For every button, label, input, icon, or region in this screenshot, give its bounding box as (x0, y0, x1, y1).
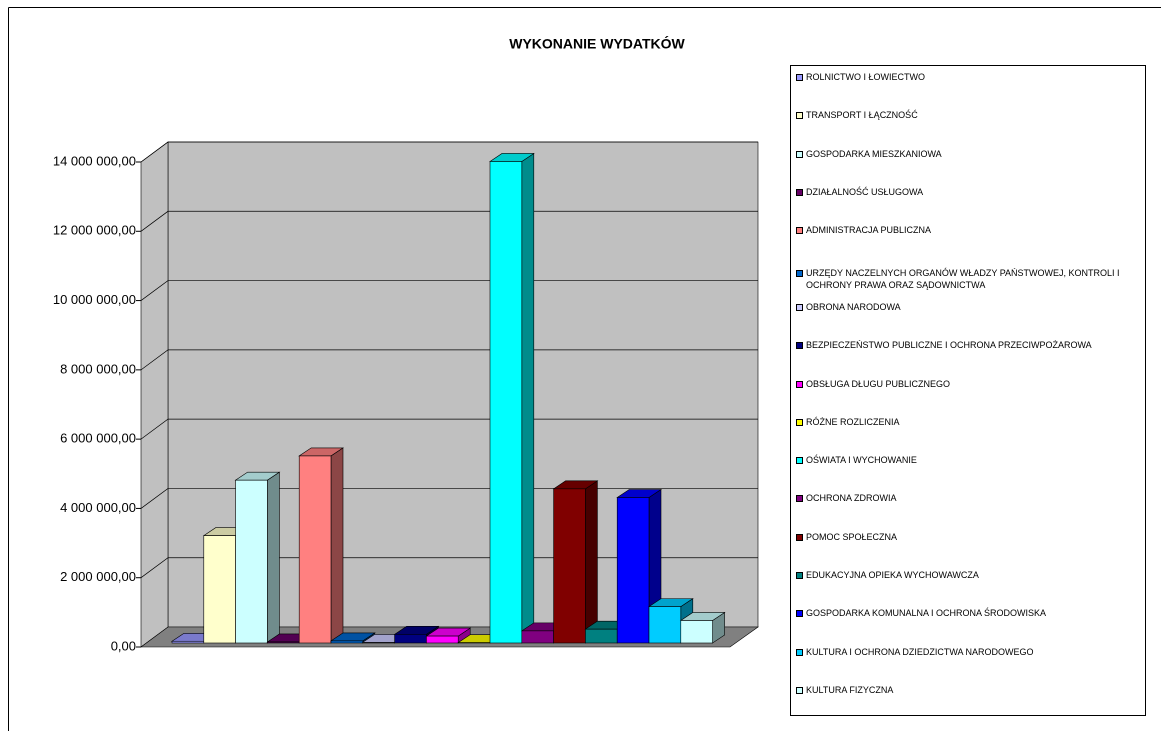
y-tick-label: 2 000 000,00 (60, 569, 136, 584)
y-tick-label: 4 000 000,00 (60, 500, 136, 515)
legend-label: OŚWIATA I WYCHOWANIE (806, 455, 917, 466)
legend-swatch (796, 572, 803, 580)
legend-label: ADMINISTRACJA PUBLICZNA (806, 225, 932, 236)
bar (426, 635, 459, 644)
legend-swatch (796, 610, 803, 618)
legend-swatch (796, 687, 803, 694)
legend-label: ROLNICTWO I ŁOWIECTWO (806, 72, 925, 82)
legend-swatch (796, 150, 803, 158)
legend-label: OBSŁUGA DŁUGU PUBLICZNEGO (806, 378, 951, 389)
bar (267, 641, 300, 644)
legend-swatch (796, 418, 803, 426)
legend-swatch (796, 112, 803, 120)
legend-item: KULTURA I OCHRONA DZIEDZICTWA NARODOWEGO (796, 646, 1141, 658)
legend-item: BEZPIECZEŃSTWO PUBLICZNE I OCHRONA PRZEC… (796, 339, 1141, 351)
legend-label: OCHRONA ZDROWIA (806, 493, 897, 504)
legend-label: KULTURA I OCHRONA DZIEDZICTWA NARODOWEGO (806, 646, 1034, 657)
legend-swatch (796, 188, 803, 196)
bar (521, 630, 554, 644)
legend-swatch (796, 648, 803, 656)
legend-item: OBSŁUGA DŁUGU PUBLICZNEGO (796, 378, 1141, 390)
legend-label: BEZPIECZEŃSTWO PUBLICZNE I OCHRONA PRZEC… (806, 340, 1092, 351)
bar (553, 488, 586, 644)
bar (330, 640, 364, 644)
legend-item: OŚWIATA I WYCHOWANIE (796, 454, 1141, 466)
legend-swatch (796, 342, 803, 350)
legend: ROLNICTWO I ŁOWIECTWO TRANSPORT I ŁĄCZNOŚ… (790, 65, 1146, 716)
legend-item: OCHRONA ZDROWIA (796, 492, 1141, 504)
grid-line (140, 418, 758, 440)
legend-item: ADMINISTRACJA PUBLICZNA (796, 224, 1141, 236)
bar (203, 535, 236, 644)
legend-label: DZIAŁALNOŚĆ USŁUGOWA (806, 186, 924, 197)
legend-label: POMOC SPOŁECZNA (806, 531, 898, 542)
legend-item: POMOC SPOŁECZNA (796, 531, 1141, 543)
grid-line (140, 280, 758, 301)
bar (648, 606, 682, 644)
y-tick-label: 12 000 000,00 (53, 223, 136, 238)
bar (616, 497, 650, 644)
legend-swatch (796, 533, 803, 541)
legend-label: URZĘDY NACZELNYCH ORGANÓW WŁADZY PAŃSTWO… (806, 267, 1120, 290)
legend-swatch (796, 380, 803, 388)
y-tick-label: 14 000 000,00 (53, 153, 136, 168)
bar (171, 640, 205, 644)
legend-label: KULTURA FIZYCZNA (806, 685, 894, 695)
bar (298, 455, 332, 644)
legend-label: OBRONA NARODOWA (806, 301, 901, 312)
legend-swatch (796, 495, 803, 503)
legend-swatch (796, 74, 803, 81)
bar (680, 620, 713, 644)
bar-side (330, 447, 344, 644)
bar (394, 634, 427, 644)
bar-side (585, 480, 598, 644)
legend-label: RÓŻNE ROZLICZENIA (806, 416, 900, 427)
legend-item: EDUKACYJNA OPIEKA WYCHOWAWCZA (796, 569, 1141, 581)
legend-swatch (796, 457, 803, 465)
legend-item: DZIAŁALNOŚĆ USŁUGOWA (796, 186, 1141, 198)
y-tick-label: 6 000 000,00 (60, 431, 136, 446)
bar-side (521, 152, 535, 644)
legend-item: RÓŻNE ROZLICZENIA (796, 416, 1141, 428)
legend-label: TRANSPORT I ŁĄCZNOŚĆ (806, 110, 918, 121)
legend-swatch (796, 227, 803, 235)
legend-swatch (796, 303, 803, 311)
legend-item: URZĘDY NACZELNYCH ORGANÓW WŁADZY PAŃSTWO… (796, 267, 1141, 291)
chart-title: WYKONANIE WYDATKÓW (509, 35, 685, 52)
legend-item: TRANSPORT I ŁĄCZNOŚĆ (796, 109, 1141, 121)
legend-item: GOSPODARKA MIESZKANIOWA (796, 148, 1141, 160)
bar-side (267, 471, 280, 644)
grid-line (140, 210, 758, 232)
legend-label: GOSPODARKA MIESZKANIOWA (806, 148, 942, 159)
legend-item: ROLNICTWO I ŁOWIECTWO (796, 71, 1141, 83)
y-tick-label: 0,00 (111, 638, 136, 653)
legend-label: GOSPODARKA KOMUNALNA I OCHRONA ŚRODOWISK… (806, 608, 1047, 619)
grid-line (140, 349, 758, 371)
y-tick-label: 8 000 000,00 (60, 361, 136, 376)
bar (235, 479, 268, 644)
side-wall (140, 141, 169, 648)
legend-label: EDUKACYJNA OPIEKA WYCHOWAWCZA (806, 570, 979, 581)
legend-item: KULTURA FIZYCZNA (796, 684, 1141, 696)
y-tick-label: 10 000 000,00 (53, 292, 136, 307)
legend-item: OBRONA NARODOWA (796, 301, 1141, 313)
bar (362, 642, 395, 644)
legend-item: GOSPODARKA KOMUNALNA I OCHRONA ŚRODOWISK… (796, 607, 1141, 619)
legend-swatch (796, 269, 803, 277)
bar (585, 628, 618, 644)
grid-line (140, 141, 758, 163)
bar (489, 161, 523, 644)
